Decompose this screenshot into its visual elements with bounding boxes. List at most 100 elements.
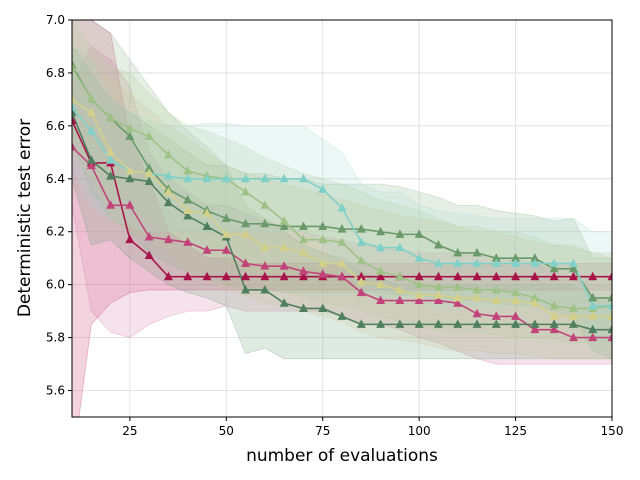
data-point-marker (453, 319, 463, 328)
data-point-marker (86, 126, 96, 135)
data-point-marker (125, 165, 135, 175)
data-point-marker (549, 319, 559, 328)
data-point-marker (588, 324, 598, 334)
data-point-marker (106, 200, 116, 209)
data-point-marker (607, 324, 612, 334)
data-point-marker (433, 290, 443, 299)
data-point-marker (356, 277, 366, 286)
data-point-marker (530, 271, 540, 281)
data-point-marker (414, 279, 424, 289)
data-point-marker (106, 155, 116, 164)
data-point-marker (260, 200, 270, 209)
data-point-marker (337, 311, 347, 320)
data-point-marker (472, 284, 482, 294)
data-point-marker (298, 234, 308, 244)
data-point-marker (318, 258, 328, 267)
data-point-marker (163, 171, 173, 180)
data-point-marker (337, 237, 347, 246)
data-point-marker (607, 271, 612, 281)
data-point-marker (144, 232, 154, 241)
data-point-marker (279, 271, 289, 281)
data-point-marker (607, 300, 612, 310)
data-point-marker (549, 263, 559, 273)
axis-ticks: 25 50 75 100 125 150 5.6 5.8 6.0 6.2 6.4 6.6 6.8 7.0 (46, 13, 624, 438)
data-point-marker (241, 284, 251, 294)
data-point-marker (395, 271, 405, 281)
data-point-marker (530, 324, 540, 334)
confidence-band (72, 20, 612, 417)
data-point-marker (318, 269, 328, 278)
data-point-marker (125, 131, 135, 140)
x-tick-label: 75 (315, 424, 330, 438)
data-point-marker (144, 163, 154, 172)
data-point-marker (337, 271, 347, 281)
data-point-marker (472, 258, 482, 267)
data-point-marker (491, 284, 501, 294)
data-point-marker (241, 229, 251, 238)
data-point-marker (511, 271, 521, 281)
data-point-marker (241, 271, 251, 281)
data-point-marker (376, 295, 386, 305)
data-point-marker (511, 253, 521, 262)
data-point-marker (414, 271, 424, 281)
data-point-marker (588, 300, 598, 310)
data-point-marker (433, 271, 443, 281)
data-point-marker (183, 173, 193, 183)
data-point-marker (491, 295, 501, 305)
data-point-marker (472, 271, 482, 281)
data-point-marker (72, 142, 77, 151)
y-tick-label: 5.8 (46, 331, 65, 345)
data-point-marker (549, 258, 559, 267)
data-point-marker (568, 332, 578, 342)
y-tick-label: 6.4 (46, 172, 65, 186)
data-point-marker (395, 295, 405, 305)
data-point-marker (221, 213, 231, 222)
data-point-marker (260, 173, 270, 183)
data-point-marker (260, 271, 270, 281)
data-point-marker (125, 200, 135, 209)
data-point-marker (260, 284, 270, 294)
data-point-marker (298, 271, 308, 281)
x-tick-label: 125 (504, 424, 527, 438)
data-point-marker (568, 258, 578, 267)
data-point-marker (414, 253, 424, 262)
data-point-marker (72, 94, 77, 103)
data-point-marker (279, 173, 289, 183)
data-point-marker (453, 271, 463, 281)
plot-frame (71, 19, 613, 418)
data-point-marker (202, 245, 212, 254)
y-tick-label: 5.6 (46, 384, 65, 398)
data-point-marker (530, 319, 540, 328)
data-point-marker (453, 258, 463, 267)
data-point-marker (376, 242, 386, 252)
data-point-marker (260, 218, 270, 228)
y-tick-label: 6.6 (46, 119, 65, 133)
data-point-marker (453, 292, 463, 302)
data-point-marker (221, 229, 231, 238)
data-point-marker (241, 258, 251, 267)
data-point-marker (221, 271, 231, 281)
data-point-marker (472, 308, 482, 318)
data-point-marker (549, 324, 559, 334)
data-point-marker (183, 165, 193, 175)
data-point-marker (588, 332, 598, 342)
data-point-marker (433, 258, 443, 267)
data-point-marker (568, 271, 578, 281)
data-point-marker (491, 271, 501, 281)
x-tick-label: 100 (408, 424, 431, 438)
data-point-marker (318, 184, 328, 193)
data-point-marker (279, 242, 289, 252)
data-point-marker (298, 247, 308, 257)
data-point-marker (549, 300, 559, 310)
data-point-marker (356, 287, 366, 297)
data-point-marker (376, 226, 386, 236)
data-point-marker (72, 115, 77, 125)
data-point-marker (279, 221, 289, 230)
data-point-marker (144, 250, 154, 260)
data-point-marker (472, 292, 482, 302)
data-point-marker (491, 253, 501, 262)
data-point-marker (395, 229, 405, 238)
data-point-marker (530, 258, 540, 267)
data-point-marker (337, 224, 347, 233)
